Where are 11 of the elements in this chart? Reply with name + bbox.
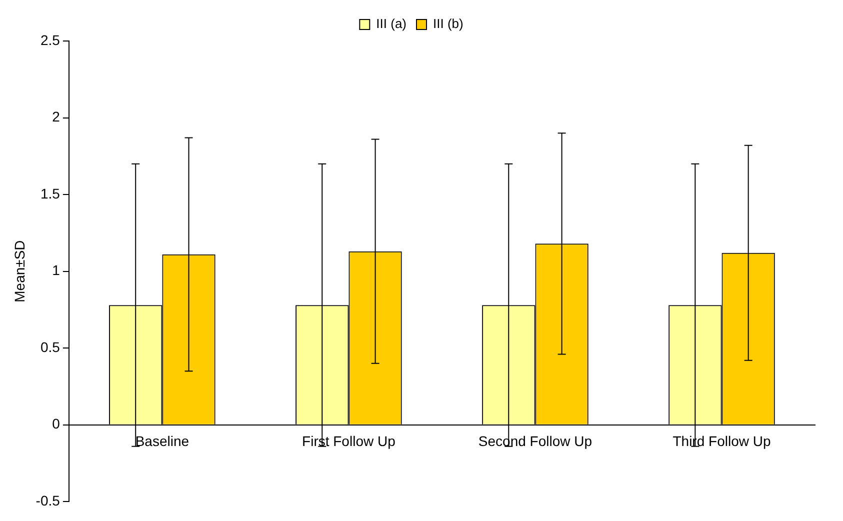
y-tick-label: 1.5 — [40, 185, 60, 202]
y-tick-label: 1 — [52, 262, 60, 278]
y-tick-label: 2.5 — [40, 32, 60, 48]
x-tick-label: Baseline — [135, 433, 190, 450]
y-tick-label: 0 — [52, 416, 60, 432]
y-tick-label: -0.5 — [36, 492, 60, 508]
legend-label: III (a) — [376, 16, 407, 32]
legend-label: III (b) — [433, 16, 464, 32]
y-tick-label: 2 — [52, 108, 60, 125]
y-axis-title: Mean±SD — [11, 240, 28, 302]
y-tick-label: 0.5 — [40, 338, 60, 355]
